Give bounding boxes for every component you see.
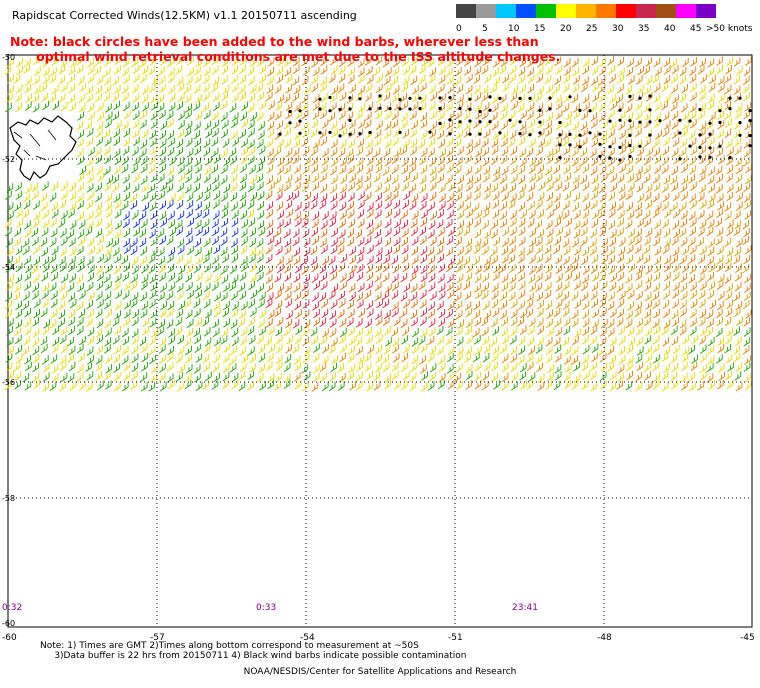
legend-swatch bbox=[476, 4, 496, 18]
time-label-3: 23:41 bbox=[512, 603, 538, 613]
legend-labels: 0 5 10 15 20 25 30 35 40 45 >50 knots bbox=[456, 24, 753, 34]
latitude-labels: -50 -52 -54 -56 -58 -60 bbox=[2, 53, 15, 628]
legend-swatch bbox=[536, 4, 556, 18]
legend-label: 35 bbox=[638, 24, 649, 34]
latitude-label: -58 bbox=[2, 494, 15, 503]
latitude-label: -52 bbox=[2, 155, 15, 164]
note-line-2: optimal wind retrieval conditions are me… bbox=[36, 49, 561, 64]
legend-label: 45 bbox=[690, 24, 701, 34]
warning-note: Note: black circles have been added to t… bbox=[10, 34, 560, 64]
legend-label: 15 bbox=[534, 24, 545, 34]
latitude-label: -60 bbox=[2, 619, 15, 628]
legend-label: 10 bbox=[508, 24, 520, 34]
latitude-label: -54 bbox=[2, 263, 15, 272]
legend-swatch bbox=[556, 4, 576, 18]
page-title: Rapidscat Corrected Winds(12.5KM) v1.1 2… bbox=[12, 9, 357, 22]
legend-label: 25 bbox=[586, 24, 597, 34]
legend-swatch bbox=[596, 4, 616, 18]
wind-barbs-layer bbox=[4, 55, 752, 392]
time-label-1: 0:32 bbox=[2, 603, 22, 613]
wind-speed-legend: 0 5 10 15 20 25 30 35 40 45 >50 knots bbox=[456, 4, 753, 34]
footer-note-1: Note: 1) Times are GMT 2)Times along bot… bbox=[40, 641, 419, 651]
note-line-1: Note: black circles have been added to t… bbox=[10, 34, 539, 49]
legend-label: 20 bbox=[560, 24, 572, 34]
longitude-label: -45 bbox=[740, 633, 755, 643]
legend-swatch bbox=[696, 4, 716, 18]
falkland-islands-land bbox=[9, 115, 77, 181]
contamination-circles-layer bbox=[278, 94, 752, 162]
legend-label: 40 bbox=[664, 24, 676, 34]
legend-label: 0 bbox=[456, 24, 462, 34]
longitude-label: -60 bbox=[2, 633, 17, 643]
longitude-label: -54 bbox=[300, 633, 315, 643]
longitude-label: -48 bbox=[597, 633, 612, 643]
legend-label: 5 bbox=[482, 24, 488, 34]
footer-note-2: 3)Data buffer is 22 hrs from 20150711 4)… bbox=[54, 651, 467, 661]
longitude-label: -57 bbox=[150, 633, 165, 643]
legend-swatch bbox=[496, 4, 516, 18]
legend-swatch bbox=[656, 4, 676, 18]
latitude-label: -56 bbox=[2, 378, 15, 387]
longitude-label: -51 bbox=[448, 633, 463, 643]
legend-swatch bbox=[576, 4, 596, 18]
footer-notes: Note: 1) Times are GMT 2)Times along bot… bbox=[40, 641, 467, 661]
legend-swatch bbox=[456, 4, 476, 18]
lat-lon-grid bbox=[8, 55, 752, 627]
legend-label: >50 knots bbox=[706, 24, 753, 34]
legend-swatch bbox=[616, 4, 636, 18]
legend-swatch bbox=[516, 4, 536, 18]
legend-swatch bbox=[676, 4, 696, 18]
map-frame bbox=[7, 54, 753, 628]
credit-line: NOAA/NESDIS/Center for Satellite Applica… bbox=[243, 667, 517, 677]
legend-swatches bbox=[456, 4, 716, 18]
latitude-label: -50 bbox=[2, 53, 15, 62]
longitude-labels: -60 -57 -54 -51 -48 -45 bbox=[2, 633, 755, 643]
legend-label: 30 bbox=[612, 24, 624, 34]
legend-swatch bbox=[636, 4, 656, 18]
time-label-2: 0:33 bbox=[256, 603, 276, 613]
